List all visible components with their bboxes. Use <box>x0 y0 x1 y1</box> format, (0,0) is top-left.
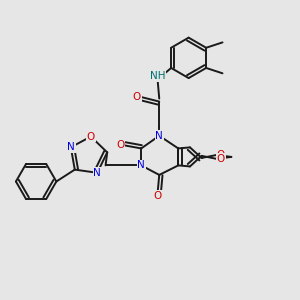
Text: O: O <box>116 140 124 151</box>
Text: O: O <box>87 132 95 142</box>
Text: N: N <box>67 142 75 152</box>
Text: N: N <box>155 131 163 141</box>
Text: NH: NH <box>150 71 166 81</box>
Text: O: O <box>217 154 225 164</box>
Text: O: O <box>154 191 162 201</box>
Text: O: O <box>133 92 141 102</box>
Text: N: N <box>93 168 101 178</box>
Text: N: N <box>137 160 145 170</box>
Text: O: O <box>217 150 225 160</box>
